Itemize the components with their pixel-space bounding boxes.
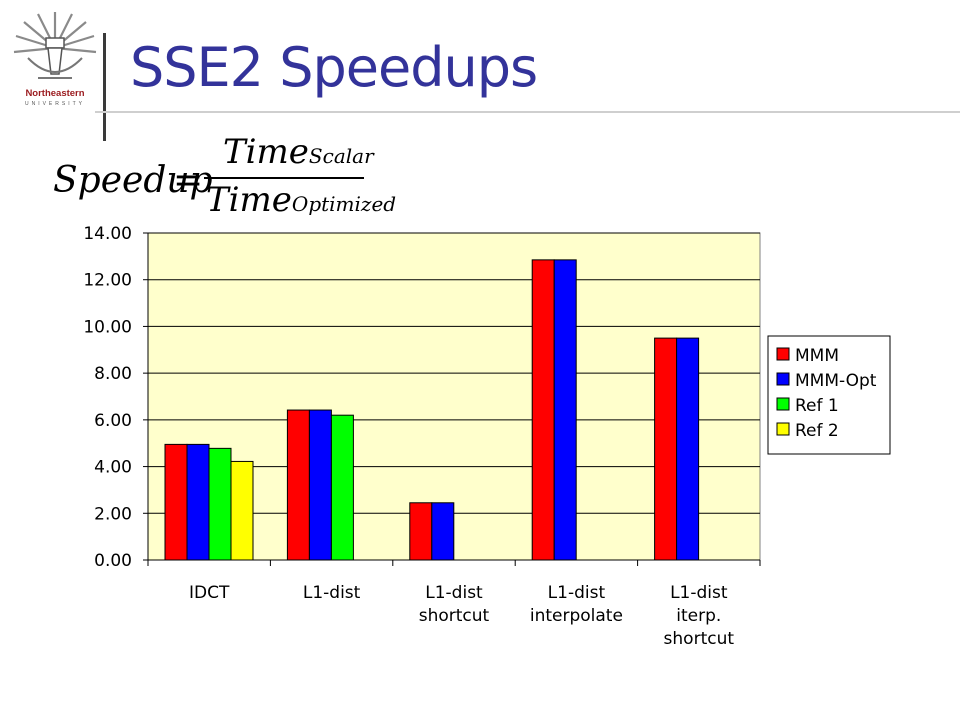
- bar-mmm-opt-1: [308, 409, 332, 561]
- y-tick-label: 2.00: [94, 504, 132, 524]
- x-category-label: L1-dist: [548, 583, 606, 603]
- bar-mmm-3: [531, 259, 555, 561]
- bar-mmm-opt-4: [676, 337, 700, 561]
- x-category-label: interpolate: [530, 606, 623, 626]
- formula-fraction-bar: [204, 177, 364, 179]
- x-category-label: shortcut: [664, 629, 735, 649]
- speedup-formula: Speedup = TimeScalar TimeOptimized: [48, 130, 396, 230]
- formula-denominator-sub: Optimized: [291, 192, 397, 216]
- x-category-label: L1-dist: [425, 583, 483, 603]
- slide-title: SSE2 Speedups: [130, 36, 538, 99]
- bar-mmm-0: [164, 443, 188, 561]
- bar-mmm-4: [654, 337, 678, 561]
- formula-denominator-main: Time: [206, 180, 292, 220]
- bar-ref-2-0: [230, 460, 254, 561]
- bar-mmm-opt-3: [553, 259, 577, 561]
- y-tick-label: 10.00: [83, 317, 132, 337]
- bar-mmm-2: [409, 502, 433, 561]
- title-horizontal-rule: [95, 111, 960, 113]
- northeastern-logo: Northeastern UNIVERSITY: [8, 8, 102, 110]
- y-tick-label: 14.00: [83, 224, 132, 244]
- x-category-label: IDCT: [189, 583, 230, 603]
- x-category-label: L1-dist: [670, 583, 728, 603]
- bar-mmm-opt-0: [186, 443, 210, 561]
- legend-swatch: [776, 372, 790, 386]
- legend-label: MMM-Opt: [795, 371, 877, 391]
- legend-label: Ref 1: [795, 396, 839, 416]
- formula-numerator: TimeScalar: [223, 132, 374, 172]
- bar-ref-1-1: [330, 414, 354, 561]
- x-category-label: L1-dist: [303, 583, 361, 603]
- x-category-label: iterp.: [676, 606, 721, 626]
- bar-mmm-opt-2: [431, 502, 455, 561]
- torch-emblem-icon: [13, 12, 97, 79]
- formula-lhs: Speedup: [53, 160, 213, 201]
- formula-denominator: TimeOptimized: [206, 180, 396, 220]
- bar-mmm-1: [286, 409, 310, 561]
- y-tick-label: 8.00: [94, 364, 132, 384]
- bar-ref-1-0: [208, 447, 232, 561]
- formula-numerator-sub: Scalar: [308, 144, 374, 168]
- x-category-label: shortcut: [419, 606, 490, 626]
- formula-numerator-main: Time: [223, 132, 309, 172]
- title-vertical-rule: [103, 33, 106, 141]
- legend-label: Ref 2: [795, 421, 839, 441]
- logo-wordmark: Northeastern: [25, 88, 85, 99]
- y-tick-label: 12.00: [83, 271, 132, 291]
- legend-swatch: [776, 422, 790, 436]
- legend-swatch: [776, 397, 790, 411]
- formula-equals: =: [173, 160, 204, 201]
- y-tick-label: 0.00: [94, 551, 132, 571]
- legend-label: MMM: [795, 346, 839, 366]
- logo-subtitle: UNIVERSITY: [24, 101, 85, 107]
- y-tick-label: 4.00: [94, 458, 132, 478]
- y-tick-label: 6.00: [94, 411, 132, 431]
- legend-swatch: [776, 347, 790, 361]
